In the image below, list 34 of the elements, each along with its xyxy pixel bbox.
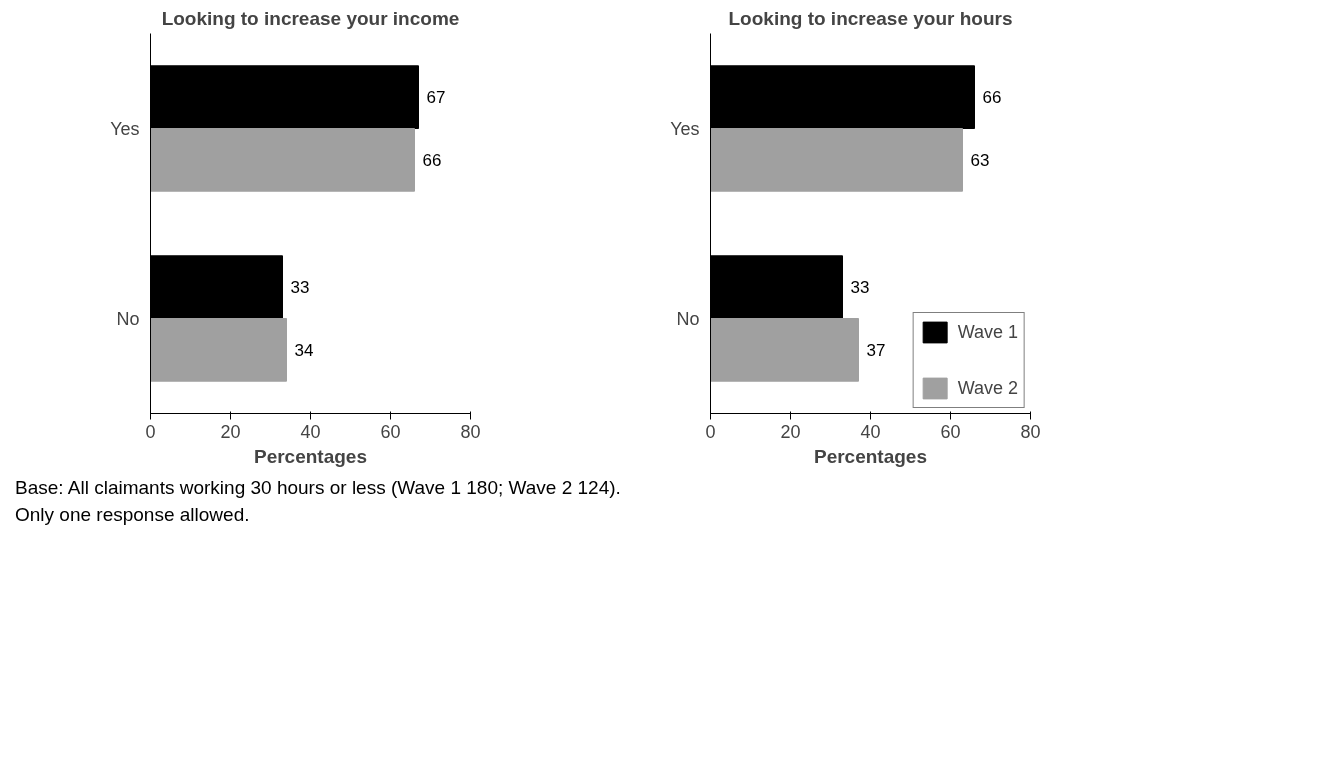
x-tick-label: 40 [300,421,321,442]
bar [150,128,415,192]
x-tick-label: 80 [460,421,481,442]
legend-label: Wave 2 [957,376,1018,400]
legend-label: Wave 1 [957,320,1018,344]
y-tick-label: No [676,308,700,329]
x-tick-label: 0 [145,421,156,442]
chart-title: Looking to increase your hours [728,7,1013,29]
x-tick-label: 20 [780,421,801,442]
x-axis-title: Percentages [814,445,928,467]
y-tick-label: No [116,308,140,329]
data-label: 66 [982,88,1002,108]
data-label: 34 [294,340,314,360]
x-tick-label: 0 [705,421,716,442]
data-label: 33 [850,278,870,298]
data-label: 33 [290,278,310,298]
text: Only one response allowed. [15,504,250,526]
chart-title: Looking to increase your income [161,7,460,29]
bar [710,318,859,382]
data-label: 67 [426,88,446,108]
x-tick-label: 60 [940,421,961,442]
y-tick-label: Yes [670,118,700,139]
x-tick-label: 20 [220,421,241,442]
data-label: 66 [422,150,442,170]
x-tick-label: 40 [860,421,881,442]
data-label: 63 [970,150,990,170]
x-tick-label: 80 [1020,421,1041,442]
x-axis-title: Percentages [254,445,368,467]
data-label: 37 [866,340,886,360]
x-tick-label: 60 [380,421,401,442]
bar [150,318,287,382]
y-tick-label: Yes [110,118,140,139]
bar [710,128,963,192]
text: Base: All claimants working 30 hours or less (Wave 1 180; Wave 2 124). [15,477,621,498]
